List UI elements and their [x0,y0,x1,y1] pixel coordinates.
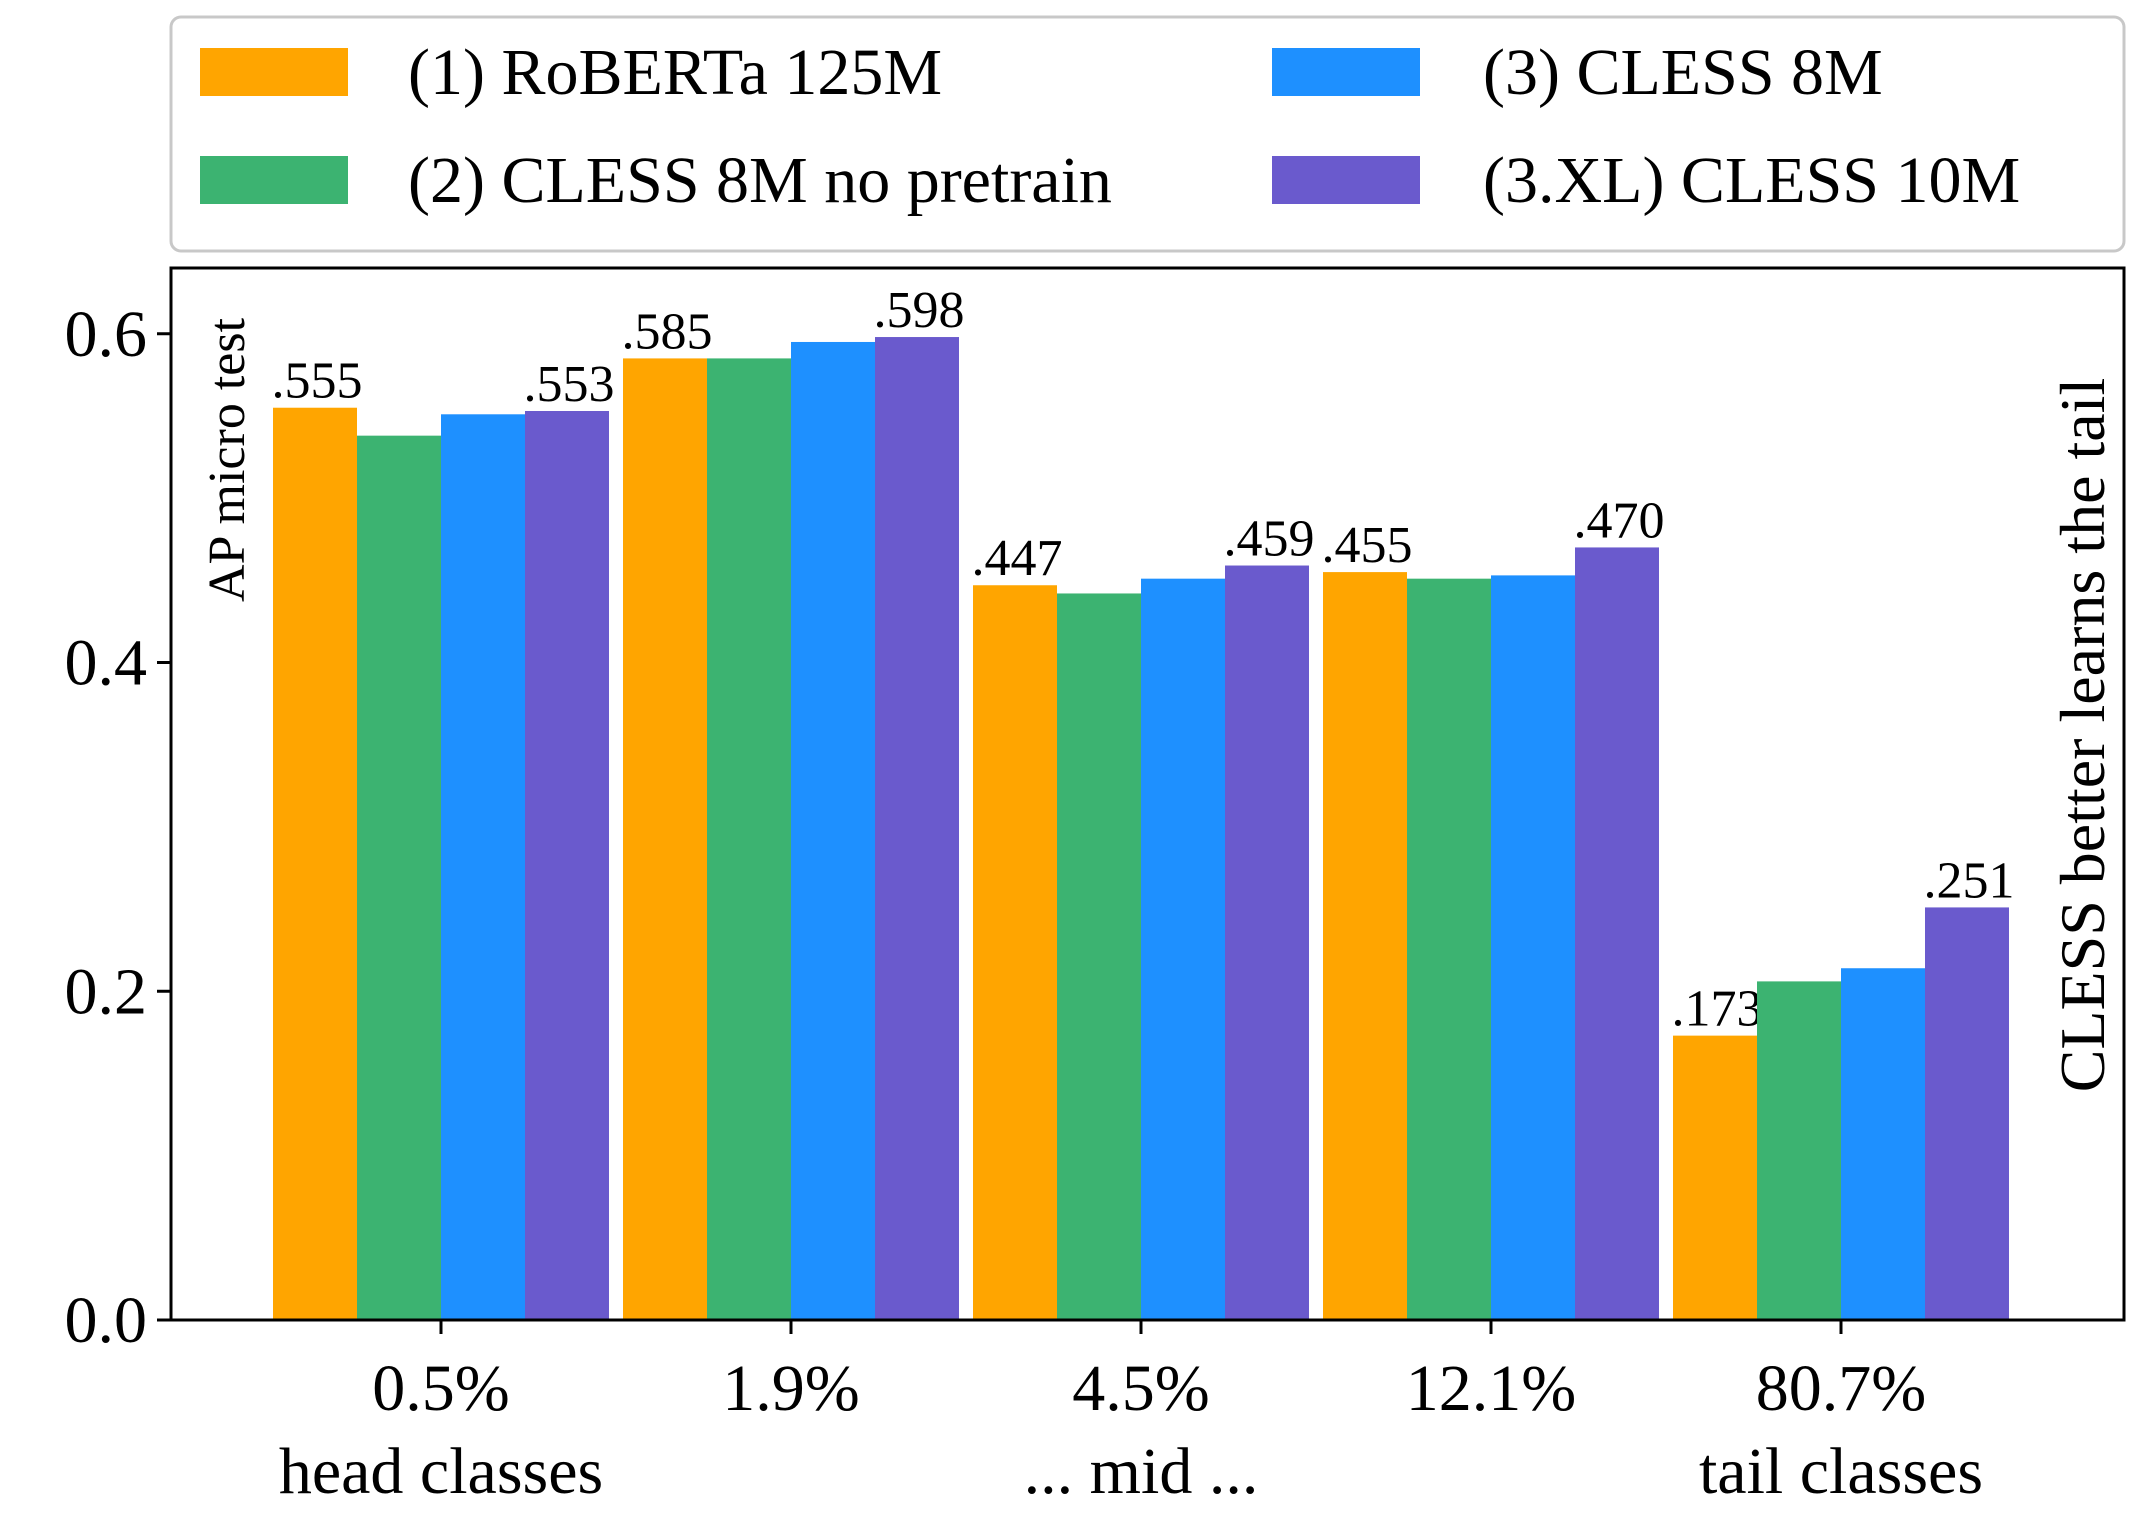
legend-swatch [1272,156,1420,204]
plot-area: .555 .585 .447 .455 .173 .553 .598 .459 .470 .251 [169,266,2126,1322]
bar [707,358,791,1320]
bar [441,414,525,1320]
y-tick-label: 0.6 [65,298,148,371]
legend-label: (2) CLESS 8M no pretrain [408,144,1112,217]
bar [1323,572,1407,1320]
data-label: .455 [1322,517,1413,574]
bar [875,337,959,1321]
data-label: .553 [524,356,615,413]
data-label: .470 [1574,492,1665,549]
x-axis: 0.5% head classes 1.9% 4.5% ... mid ... 12.1%… [279,1320,1983,1508]
x-tick-sublabel: tail classes [1699,1435,1983,1508]
x-tick-label: 4.5% [1072,1352,1209,1425]
bar [623,358,707,1320]
bar [791,341,875,1320]
bar [1757,981,1841,1320]
bar [1841,968,1925,1320]
bar [1225,565,1309,1320]
x-tick-label: 1.9% [722,1352,859,1425]
plot-frame [169,266,2126,1322]
data-label: .251 [1924,852,2015,909]
legend: (1) RoBERTa 125M (2) CLESS 8M no pretrain… [169,15,2126,253]
bar [1407,578,1491,1320]
bar [273,407,357,1320]
bar [525,411,609,1321]
x-tick-label: 12.1% [1406,1352,1576,1425]
legend-label: (3.XL) CLESS 10M [1483,144,2020,217]
x-tick-sublabel: ... mid ... [1024,1435,1259,1508]
bar [1057,593,1141,1320]
legend-label: (1) RoBERTa 125M [408,36,942,109]
data-label: .173 [1672,981,1763,1038]
legend-swatch [200,156,348,204]
data-label: .555 [272,353,363,410]
y-axis: 0.0 0.2 0.4 0.6 [65,298,171,1357]
y-tick-label: 0.2 [65,955,148,1028]
x-tick-label: 0.5% [372,1352,509,1425]
y-tick-label: 0.4 [65,627,148,700]
y-axis-label: AP micro test [199,317,256,602]
legend-swatch [200,48,348,96]
bar [1141,578,1225,1320]
data-label: .585 [622,303,713,360]
right-annotation: CLESS better learns the tail [2047,378,2118,1093]
bar [1673,1035,1757,1320]
data-label: .447 [972,530,1063,587]
bar [357,435,441,1321]
bar [973,585,1057,1320]
bar [1575,547,1659,1320]
x-tick-sublabel: head classes [279,1435,603,1508]
legend-swatch [1272,48,1420,96]
x-tick-label: 80.7% [1756,1352,1926,1425]
y-tick-label: 0.0 [65,1284,148,1357]
data-label: .598 [874,282,965,339]
data-label: .459 [1224,511,1315,568]
legend-box [169,15,2126,253]
bar [1925,907,2009,1320]
bar [1491,575,1575,1320]
legend-label: (3) CLESS 8M [1483,36,1883,109]
